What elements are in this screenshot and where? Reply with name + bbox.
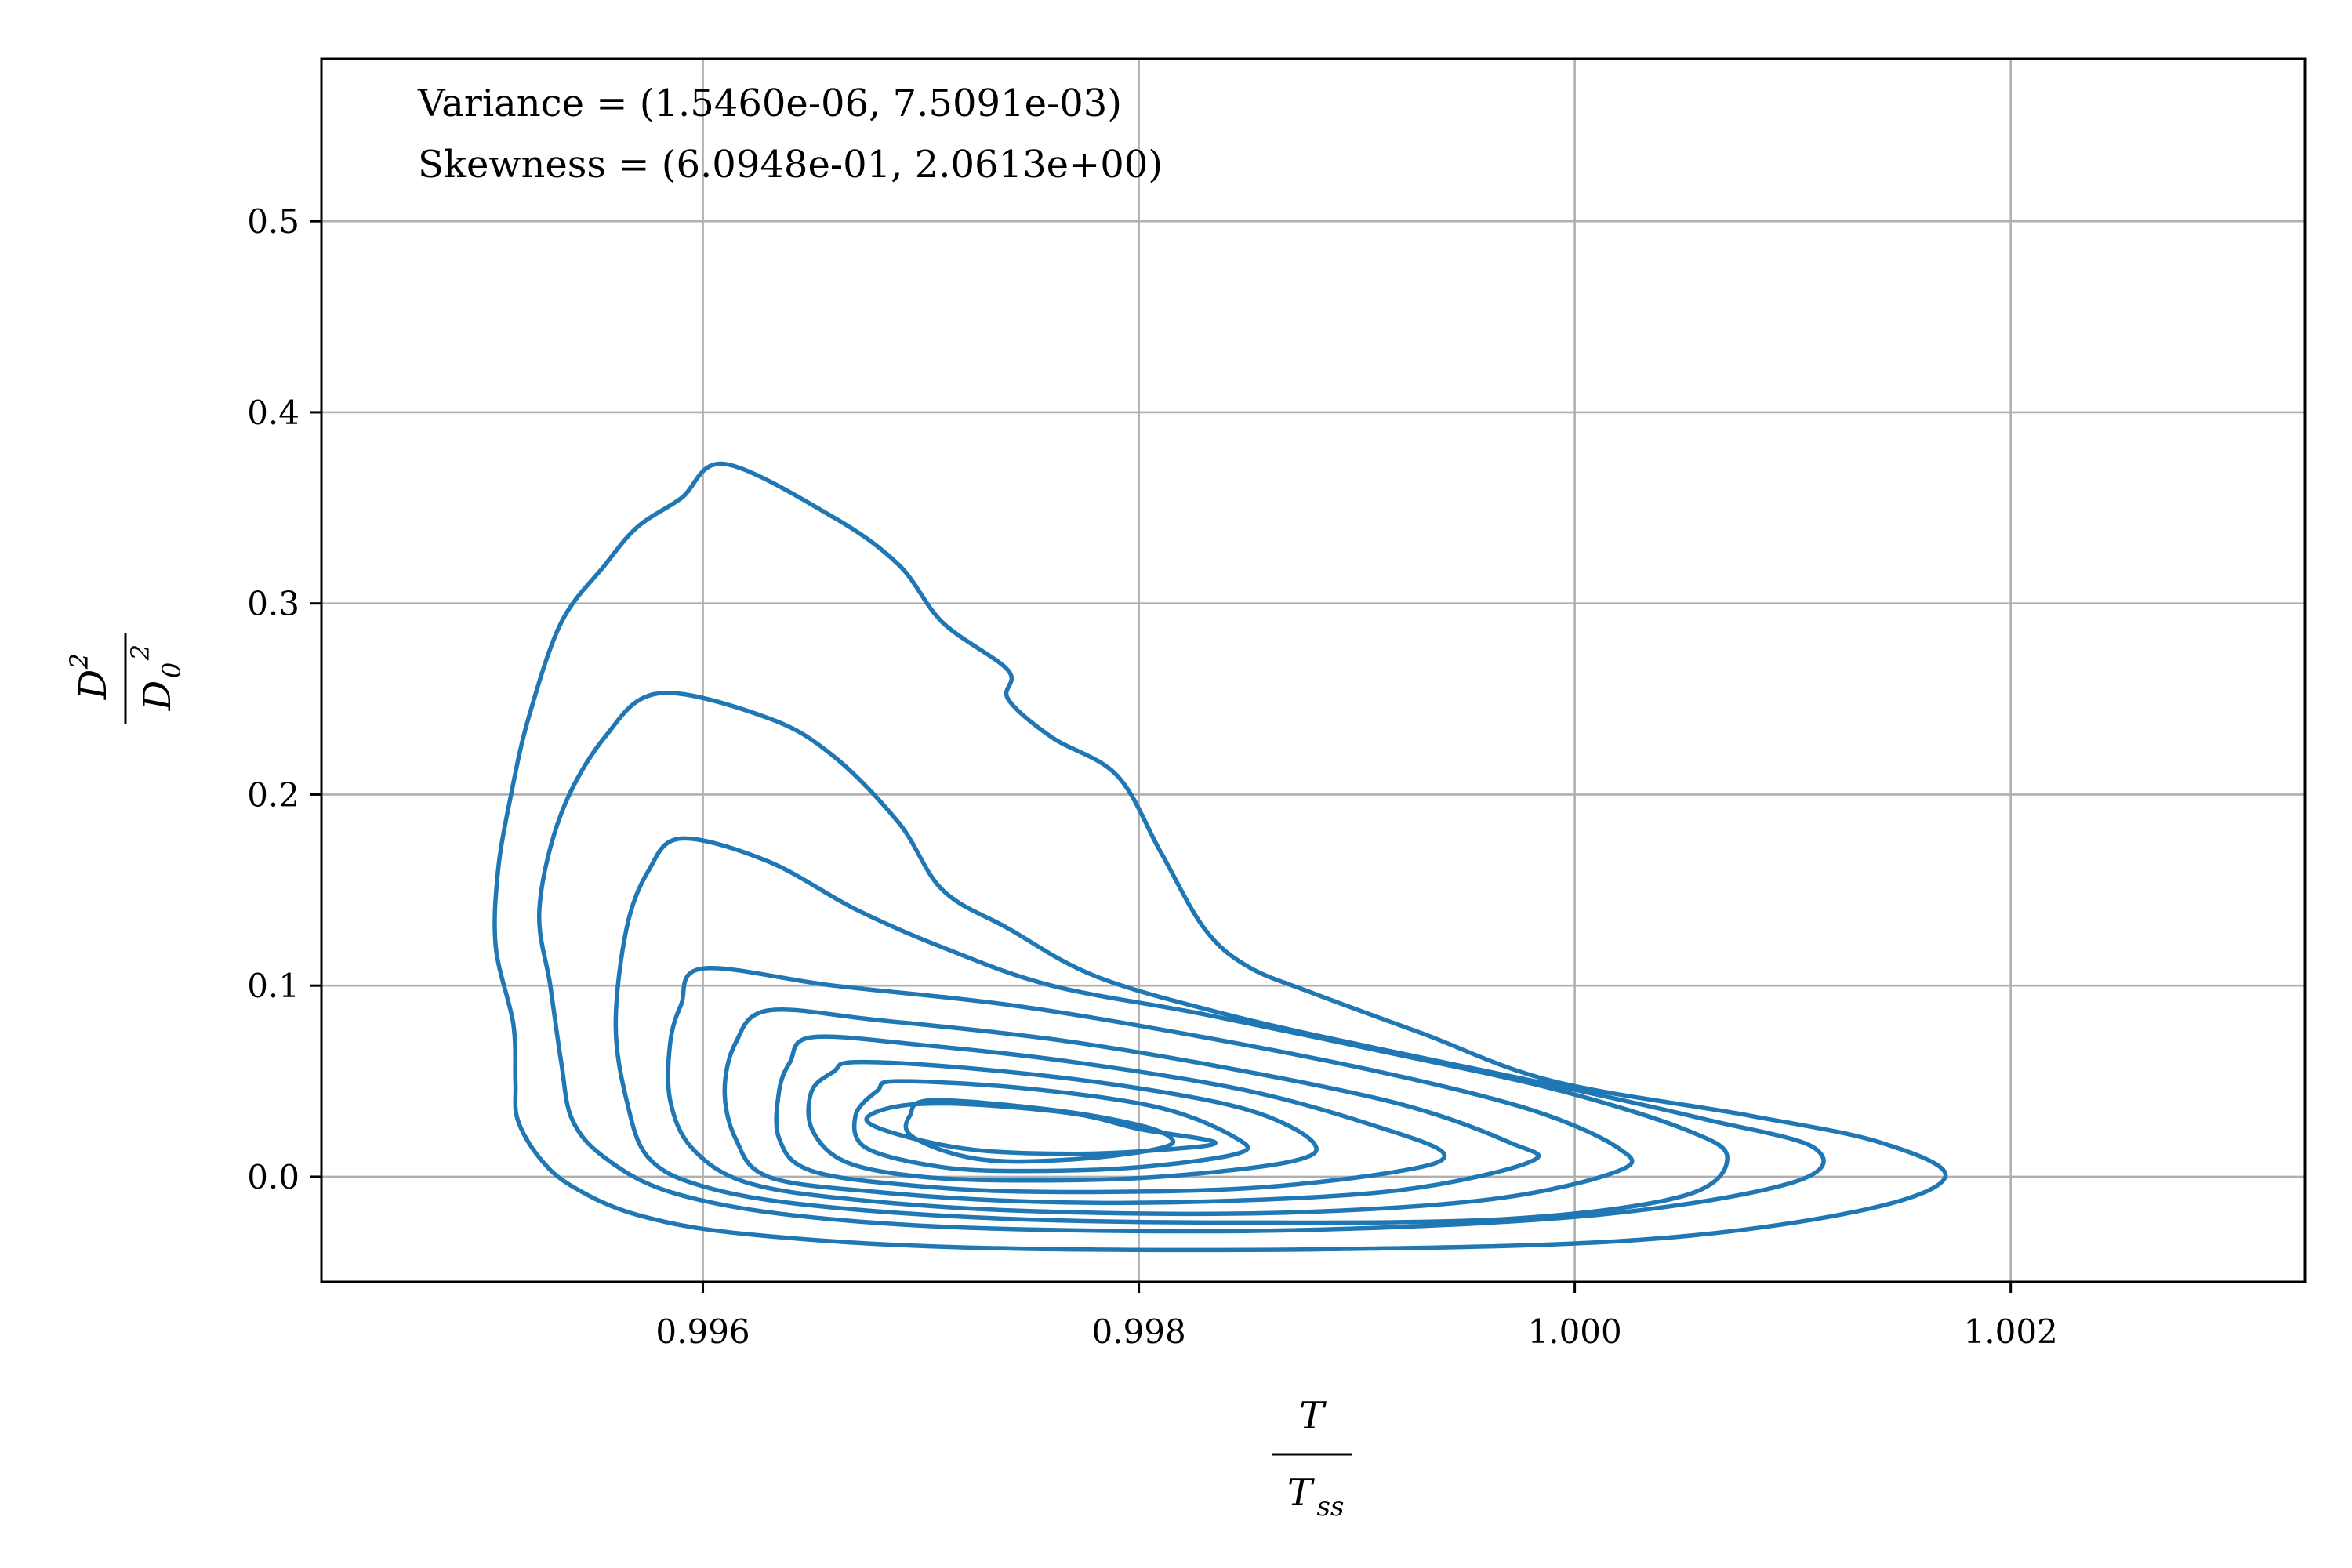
contour-line-5 <box>722 1007 1541 1206</box>
y-axis-label: D 2 D 0 2 <box>64 633 187 724</box>
y-label-numerator: D <box>71 670 115 700</box>
contour-line-10 <box>864 1101 1218 1156</box>
contour-line-6 <box>774 1034 1447 1195</box>
x-label-denominator: T <box>1287 1471 1315 1515</box>
x-tick-label: 0.996 <box>655 1312 750 1351</box>
y-tick-label: 0.2 <box>247 775 299 814</box>
x-tick-label: 0.998 <box>1091 1312 1185 1351</box>
axis-ticks: 0.996 0.998 1.000 1.002 0.0 0.1 0.2 0.3 0.4 0.5 <box>247 202 2058 1351</box>
x-tick-label: 1.002 <box>1964 1312 2058 1351</box>
contour-lines <box>492 461 1948 1253</box>
contour-line-3 <box>613 836 1730 1225</box>
variance-annotation: Variance = (1.5460e-06, 7.5091e-03) <box>417 82 1122 125</box>
y-tick-label: 0.4 <box>247 394 299 432</box>
y-label-denominator-subscript: 0 <box>157 662 187 678</box>
x-tick-label: 1.000 <box>1528 1312 1622 1351</box>
axes-frame <box>320 57 2307 1283</box>
y-label-denominator: D <box>136 681 180 711</box>
contour-line-2 <box>536 691 1826 1234</box>
x-label-subscript: ss <box>1317 1491 1345 1523</box>
y-tick-label: 0.3 <box>247 585 299 623</box>
y-tick-label: 0.5 <box>247 202 299 241</box>
contour-line-7 <box>806 1059 1319 1183</box>
contour-line-8 <box>851 1079 1250 1174</box>
contour-line-4 <box>666 966 1635 1217</box>
y-tick-label: 0.1 <box>247 967 299 1005</box>
y-tick-label: 0.0 <box>247 1158 299 1196</box>
skewness-annotation: Skewness = (6.0948e-01, 2.0613e+00) <box>418 143 1163 187</box>
x-label-numerator: T <box>1299 1394 1327 1438</box>
grid <box>321 59 2305 1282</box>
x-axis-label: T T ss <box>1272 1394 1352 1523</box>
y-label-numerator-superscript: 2 <box>64 653 94 670</box>
contour-line-1 <box>492 461 1948 1253</box>
y-label-denominator-superscript: 2 <box>125 644 155 661</box>
